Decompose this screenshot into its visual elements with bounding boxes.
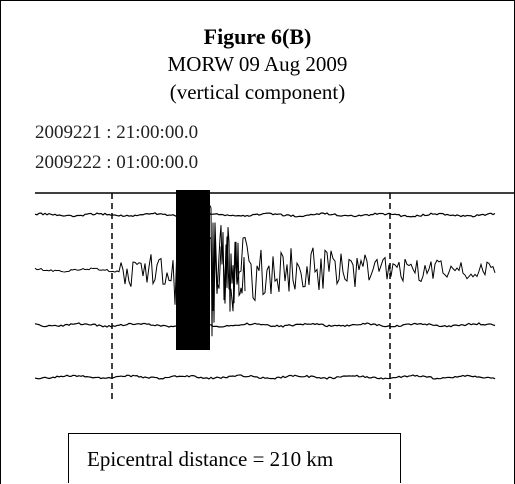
saturated-burst <box>176 190 210 350</box>
trace-line-2 <box>34 220 496 317</box>
station-date: MORW 09 Aug 2009 <box>167 52 348 76</box>
coda-spikes <box>209 205 246 337</box>
component-label: (vertical component) <box>169 80 346 104</box>
trace-line-3 <box>34 322 496 328</box>
seismogram-plot <box>34 190 515 399</box>
trace-group <box>34 190 496 380</box>
end-time: 2009222 : 01:00:00.0 <box>35 152 199 173</box>
figure-title: Figure 6(B) <box>203 24 312 49</box>
trace-line-4 <box>34 374 496 380</box>
epicentral-distance-box: Epicentral distance = 210 km <box>68 433 401 483</box>
trace-line-1 <box>34 212 496 218</box>
start-time: 2009221 : 21:00:00.0 <box>35 122 199 143</box>
